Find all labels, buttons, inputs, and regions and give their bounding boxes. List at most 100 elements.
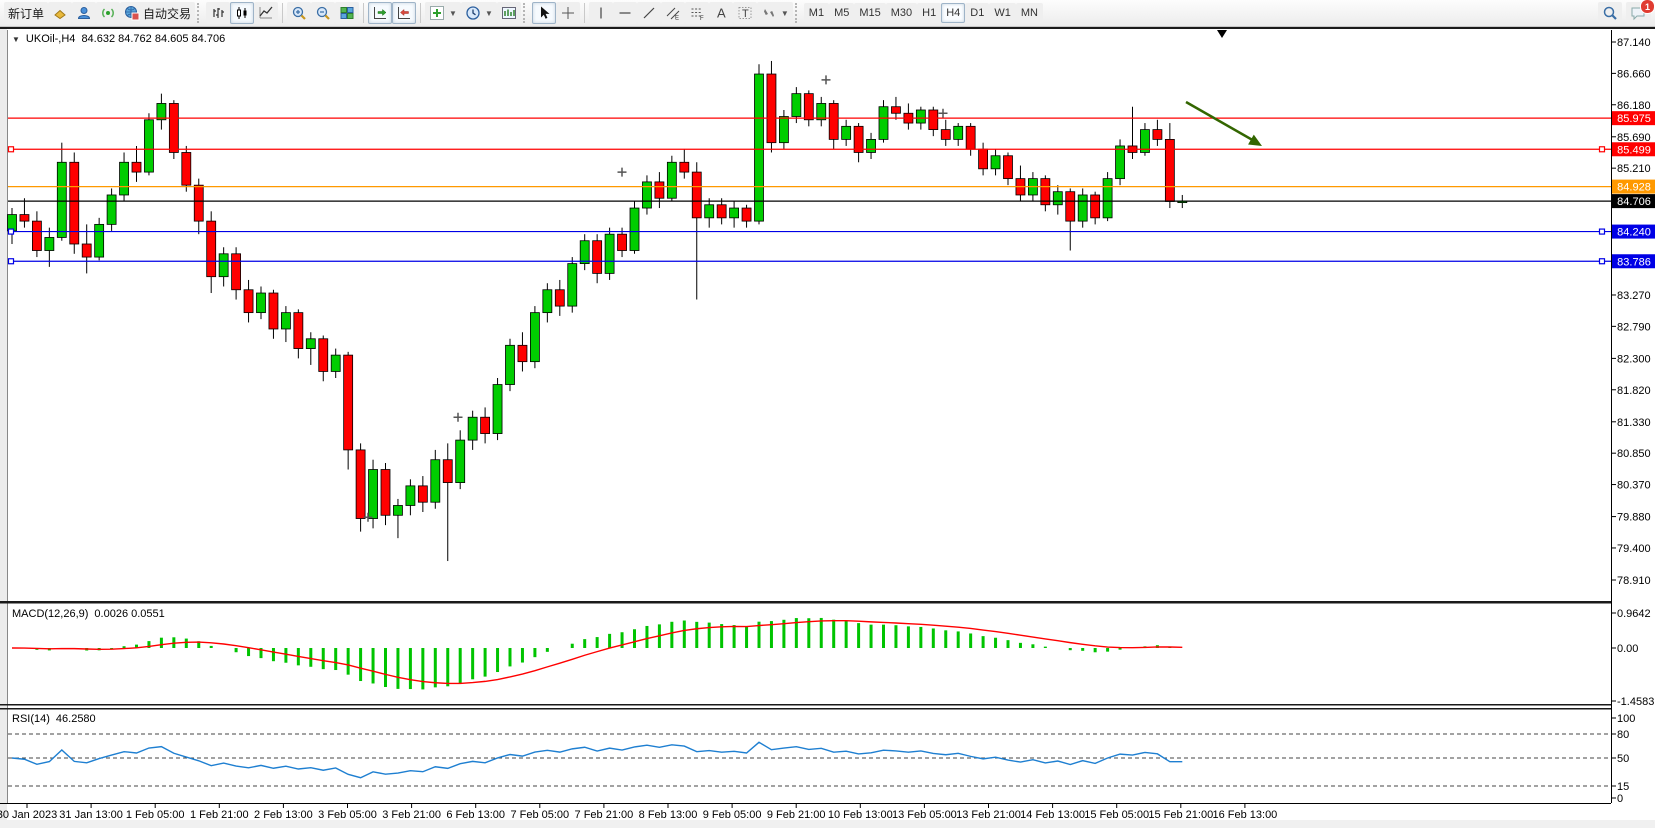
candle-body[interactable]: [1065, 191, 1076, 222]
chart-shift-button[interactable]: [392, 2, 417, 24]
candle-body[interactable]: [530, 312, 540, 363]
trend-arrow[interactable]: [1185, 100, 1257, 144]
candle-body[interactable]: [1090, 194, 1101, 219]
tile-windows-button[interactable]: [335, 2, 360, 24]
macd-rsi-splitter[interactable]: [0, 704, 1611, 706]
collapse-triangle-icon[interactable]: ▼: [12, 34, 20, 44]
candle-body[interactable]: [156, 103, 167, 121]
candle-chart-type-button[interactable]: [230, 2, 255, 24]
zoom-in-button[interactable]: [287, 2, 312, 24]
candle-body[interactable]: [691, 171, 702, 219]
crosshair-tool-button[interactable]: [555, 2, 580, 24]
candle-body[interactable]: [1052, 191, 1063, 206]
text-tool-button[interactable]: A: [708, 2, 733, 24]
candle-body[interactable]: [467, 416, 478, 441]
candle-body[interactable]: [1040, 178, 1051, 206]
candle-body[interactable]: [654, 181, 665, 199]
new-order-button[interactable]: 新订单: [4, 2, 49, 24]
candle-body[interactable]: [940, 129, 951, 140]
candle-body[interactable]: [679, 161, 690, 173]
candle-body[interactable]: [131, 161, 142, 173]
candle-body[interactable]: [1140, 129, 1150, 153]
line-handle[interactable]: [7, 228, 15, 235]
community-button[interactable]: [72, 2, 97, 24]
candle-body[interactable]: [380, 469, 391, 516]
candle-body[interactable]: [7, 214, 17, 232]
candle-body[interactable]: [168, 103, 179, 153]
candle-body[interactable]: [430, 459, 441, 503]
arrows-tool-button[interactable]: ▼: [756, 2, 793, 24]
candle-body[interactable]: [592, 240, 603, 274]
line-chart-type-button[interactable]: [254, 2, 279, 24]
candle-body[interactable]: [417, 485, 428, 503]
vertical-line-tool-button[interactable]: [588, 2, 613, 24]
candle-body[interactable]: [567, 263, 578, 307]
candle-body[interactable]: [81, 243, 92, 258]
candle-body[interactable]: [791, 93, 802, 117]
period-button[interactable]: ▼: [460, 2, 497, 24]
candle-body[interactable]: [256, 292, 266, 314]
candle-body[interactable]: [866, 139, 876, 153]
candle-body[interactable]: [754, 73, 764, 222]
candle-body[interactable]: [1115, 145, 1125, 180]
candle-body[interactable]: [343, 354, 354, 451]
gold-panel-button[interactable]: [48, 2, 73, 24]
candle-body[interactable]: [1003, 155, 1013, 180]
fibonacci-tool-button[interactable]: F: [684, 2, 709, 24]
candle-body[interactable]: [878, 106, 889, 140]
candle-body[interactable]: [505, 344, 515, 385]
line-handle[interactable]: [1598, 146, 1606, 153]
candle-body[interactable]: [554, 289, 565, 307]
candle-body[interactable]: [442, 459, 453, 483]
chart-background[interactable]: [0, 27, 1655, 828]
candle-body[interactable]: [517, 344, 528, 363]
candle-body[interactable]: [119, 161, 129, 196]
timeframe-button-M30[interactable]: M30: [885, 3, 918, 23]
candle-body[interactable]: [455, 439, 466, 483]
candle-body[interactable]: [604, 233, 615, 274]
candle-body[interactable]: [828, 103, 839, 140]
candle-body[interactable]: [330, 354, 341, 372]
line-handle[interactable]: [7, 258, 15, 265]
candle-body[interactable]: [368, 469, 378, 519]
candle-body[interactable]: [1102, 178, 1113, 219]
candle-body[interactable]: [94, 223, 105, 258]
macd-rsi-splitter[interactable]: [0, 708, 1611, 710]
timeframe-button-D1[interactable]: D1: [965, 3, 990, 23]
timeframe-button-M1[interactable]: M1: [803, 3, 830, 23]
timeframe-button-MN[interactable]: MN: [1015, 3, 1043, 23]
line-handle[interactable]: [1598, 258, 1606, 265]
bar-chart-type-button[interactable]: [206, 2, 231, 24]
candle-body[interactable]: [243, 289, 254, 314]
candle-body[interactable]: [480, 416, 491, 434]
candle-body[interactable]: [617, 233, 627, 251]
candle-body[interactable]: [629, 207, 640, 251]
candle-body[interactable]: [766, 73, 777, 144]
timeframe-button-H1[interactable]: H1: [917, 3, 942, 23]
candle-body[interactable]: [44, 237, 55, 251]
candle-body[interactable]: [841, 125, 852, 140]
candle-body[interactable]: [853, 125, 864, 153]
candle-body[interactable]: [19, 214, 30, 222]
candle-body[interactable]: [405, 485, 416, 506]
candle-body[interactable]: [318, 338, 329, 372]
candle-body[interactable]: [741, 207, 752, 222]
candle-body[interactable]: [816, 103, 827, 121]
candle-body[interactable]: [106, 194, 117, 225]
autotrading-button[interactable]: 自动交易: [120, 2, 196, 24]
candle-body[interactable]: [803, 93, 814, 121]
channel-tool-button[interactable]: E: [660, 2, 685, 24]
candle-body[interactable]: [193, 184, 204, 222]
timeframe-button-M5[interactable]: M5: [829, 3, 855, 23]
candle-body[interactable]: [56, 161, 67, 238]
candle-body[interactable]: [1152, 129, 1163, 140]
candle-body[interactable]: [928, 109, 939, 130]
line-handle[interactable]: [1598, 228, 1606, 235]
candle-body[interactable]: [990, 155, 1001, 170]
search-button[interactable]: [1598, 2, 1622, 24]
candle-body[interactable]: [305, 338, 316, 349]
candle-body[interactable]: [915, 109, 926, 124]
candle-body[interactable]: [716, 204, 727, 219]
candle-body[interactable]: [181, 152, 192, 186]
